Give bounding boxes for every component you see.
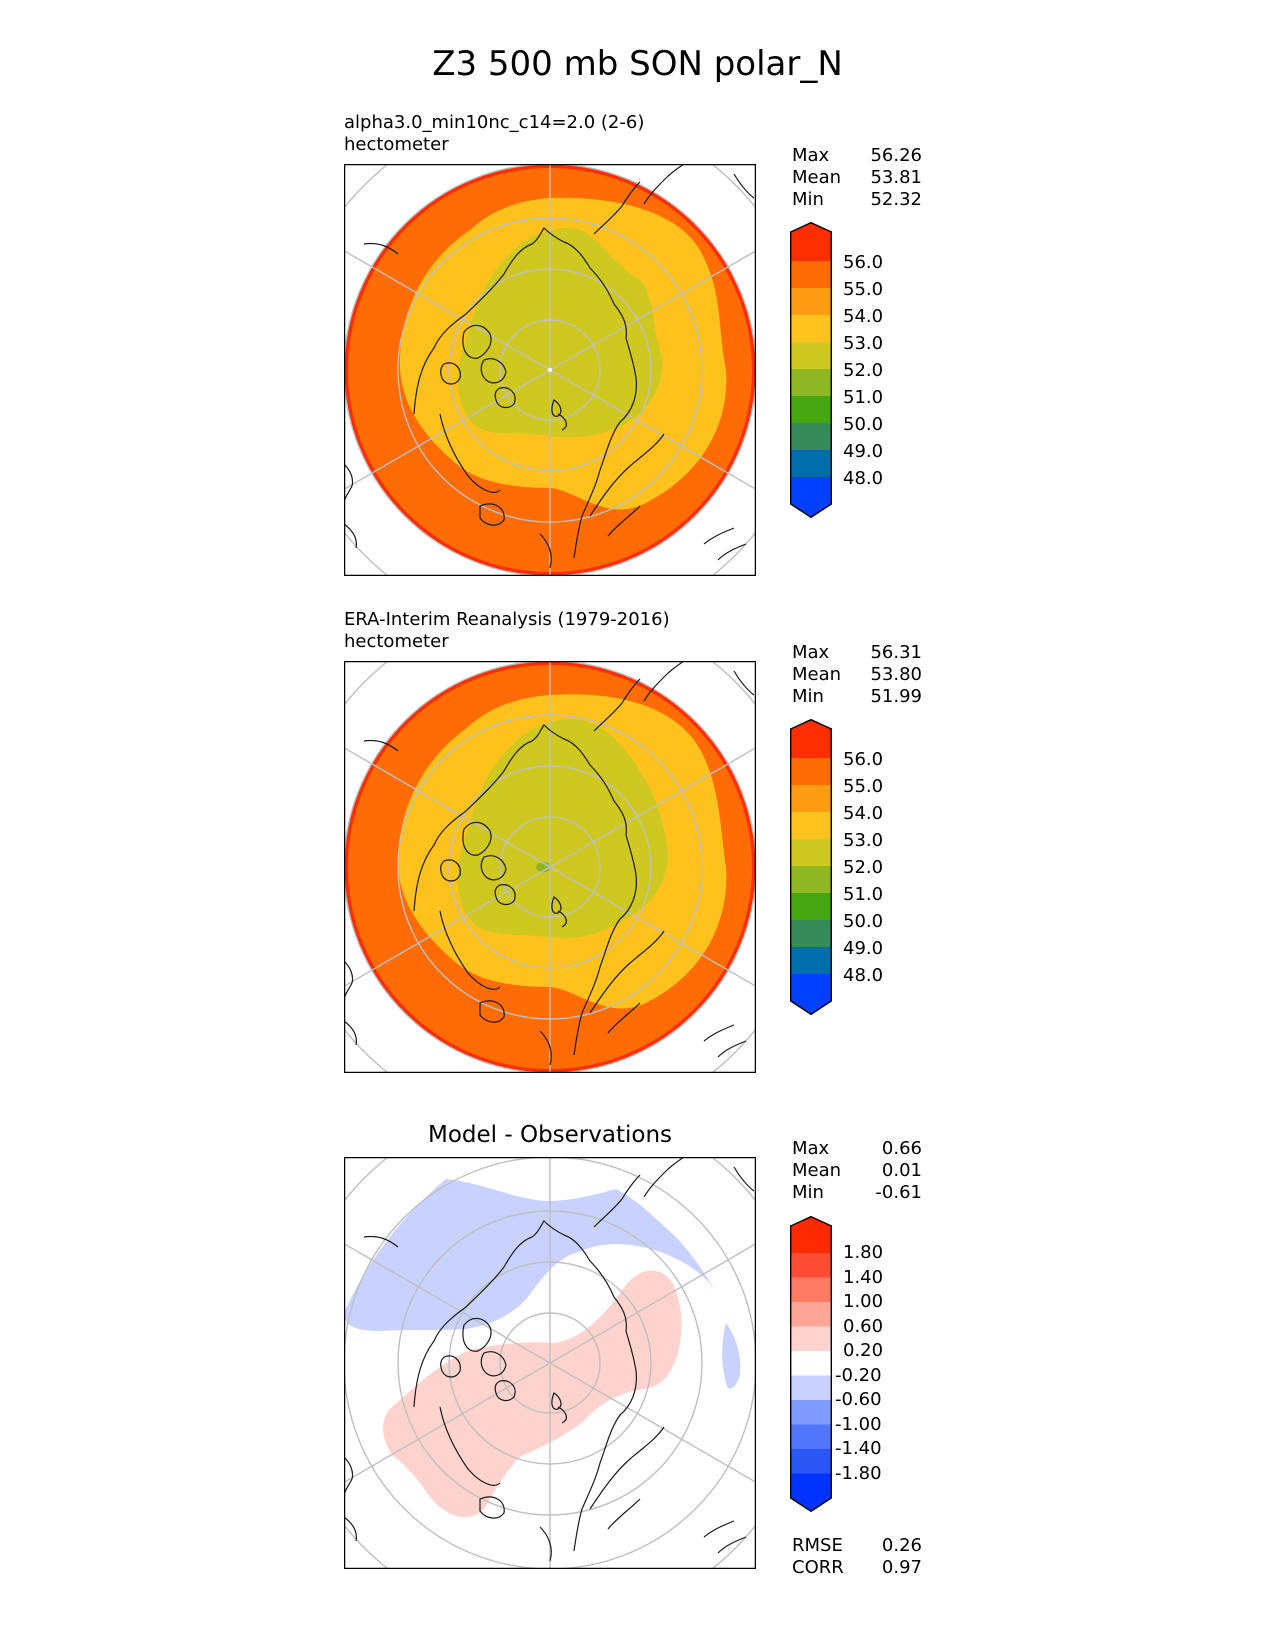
colorbar-swatch — [790, 369, 832, 396]
colorbar-swatch — [790, 261, 832, 288]
stat-label: Mean — [792, 1160, 841, 1182]
colorbar-swatch — [790, 1400, 832, 1425]
stat-label: Mean — [792, 167, 841, 189]
colorbar-tick-label: 48.0 — [843, 469, 883, 489]
colorbar-swatch — [790, 1216, 832, 1253]
colorbar-tick-label: -0.60 — [835, 1390, 882, 1410]
obs-colorbar — [790, 719, 832, 1019]
colorbar-swatch — [790, 477, 832, 518]
stat-label: Max — [792, 145, 829, 167]
colorbar-swatch — [790, 1376, 832, 1401]
colorbar-tick-label: -1.40 — [835, 1439, 882, 1459]
colorbar-swatch — [790, 288, 832, 315]
stat-label: CORR — [792, 1557, 844, 1579]
colorbar-swatch — [790, 1302, 832, 1327]
colorbar-swatch — [790, 1327, 832, 1352]
north-pole-marker — [548, 368, 552, 372]
stat-value: 53.81 — [870, 167, 922, 189]
model-case-name: alpha3.0_min10nc_c14=2.0 (2-6) — [344, 112, 644, 134]
colorbar-swatch — [790, 893, 832, 920]
colorbar-swatch — [790, 1474, 832, 1513]
model-stats: Max 56.26 Mean 53.81 Min 52.32 — [792, 145, 922, 211]
stat-value: 0.26 — [882, 1535, 922, 1557]
colorbar-swatch — [790, 450, 832, 477]
colorbar-swatch — [790, 839, 832, 866]
diff-panel-title: Model - Observations — [344, 1122, 756, 1148]
colorbar-tick-label: 56.0 — [843, 750, 883, 770]
diff-error-stats: RMSE 0.26 CORR 0.97 — [792, 1535, 922, 1579]
colorbar-swatch — [790, 1425, 832, 1450]
colorbar-tick-label: 51.0 — [843, 388, 883, 408]
colorbar-swatch — [790, 719, 832, 758]
stat-label: Min — [792, 1182, 824, 1204]
stat-value: 0.01 — [882, 1160, 922, 1182]
colorbar-swatch — [790, 222, 832, 261]
stat-value: 51.99 — [870, 686, 922, 708]
colorbar-swatch — [790, 866, 832, 893]
obs-units: hectometer — [344, 631, 449, 653]
colorbar-swatch — [790, 1253, 832, 1278]
colorbar-tick-label: 0.60 — [843, 1317, 883, 1337]
colorbar-tick-label: 52.0 — [843, 361, 883, 381]
colorbar-tick-label: 53.0 — [843, 334, 883, 354]
colorbar-tick-label: 56.0 — [843, 253, 883, 273]
colorbar-tick-label: 1.80 — [843, 1243, 883, 1263]
stat-value: 52.32 — [870, 189, 922, 211]
stat-value: 0.97 — [882, 1557, 922, 1579]
obs-dataset-name: ERA-Interim Reanalysis (1979-2016) — [344, 609, 670, 631]
model-colorbar — [790, 222, 832, 522]
colorbar-tick-label: 55.0 — [843, 777, 883, 797]
colorbar-tick-label: 51.0 — [843, 885, 883, 905]
stat-label: Max — [792, 1138, 829, 1160]
model-units: hectometer — [344, 134, 449, 156]
figure-title: Z3 500 mb SON polar_N — [0, 44, 1275, 84]
colorbar-tick-label: -0.20 — [835, 1366, 882, 1386]
colorbar-tick-label: 48.0 — [843, 966, 883, 986]
colorbar-swatch — [790, 920, 832, 947]
stat-label: Min — [792, 686, 824, 708]
diff-colorbar — [790, 1216, 832, 1516]
stat-value: 56.31 — [870, 642, 922, 664]
obs-polar-map — [344, 661, 756, 1073]
colorbar-tick-label: 0.20 — [843, 1341, 883, 1361]
diff-polar-map — [344, 1157, 756, 1569]
stat-value: -0.61 — [875, 1182, 922, 1204]
colorbar-swatch — [790, 1278, 832, 1303]
colorbar-swatch — [790, 342, 832, 369]
colorbar-swatch — [790, 423, 832, 450]
stat-value: 0.66 — [882, 1138, 922, 1160]
diff-stats: Max 0.66 Mean 0.01 Min -0.61 — [792, 1138, 922, 1204]
stat-value: 53.80 — [870, 664, 922, 686]
colorbar-swatch — [790, 1351, 832, 1376]
colorbar-tick-label: 49.0 — [843, 442, 883, 462]
colorbar-swatch — [790, 974, 832, 1015]
colorbar-tick-label: -1.80 — [835, 1464, 882, 1484]
stat-label: Max — [792, 642, 829, 664]
colorbar-swatch — [790, 396, 832, 423]
colorbar-tick-label: 1.40 — [843, 1268, 883, 1288]
colorbar-tick-label: 49.0 — [843, 939, 883, 959]
colorbar-swatch — [790, 785, 832, 812]
colorbar-swatch — [790, 758, 832, 785]
colorbar-swatch — [790, 812, 832, 839]
colorbar-tick-label: 53.0 — [843, 831, 883, 851]
colorbar-swatch — [790, 1449, 832, 1474]
obs-stats: Max 56.31 Mean 53.80 Min 51.99 — [792, 642, 922, 708]
colorbar-tick-label: 54.0 — [843, 307, 883, 327]
colorbar-tick-label: 1.00 — [843, 1292, 883, 1312]
colorbar-tick-label: 52.0 — [843, 858, 883, 878]
colorbar-tick-label: 54.0 — [843, 804, 883, 824]
colorbar-swatch — [790, 315, 832, 342]
stat-label: Min — [792, 189, 824, 211]
stat-label: RMSE — [792, 1535, 843, 1557]
stat-value: 56.26 — [870, 145, 922, 167]
model-polar-map — [344, 164, 756, 576]
colorbar-tick-label: -1.00 — [835, 1415, 882, 1435]
colorbar-swatch — [790, 947, 832, 974]
colorbar-tick-label: 50.0 — [843, 912, 883, 932]
colorbar-tick-label: 50.0 — [843, 415, 883, 435]
colorbar-tick-label: 55.0 — [843, 280, 883, 300]
stat-label: Mean — [792, 664, 841, 686]
